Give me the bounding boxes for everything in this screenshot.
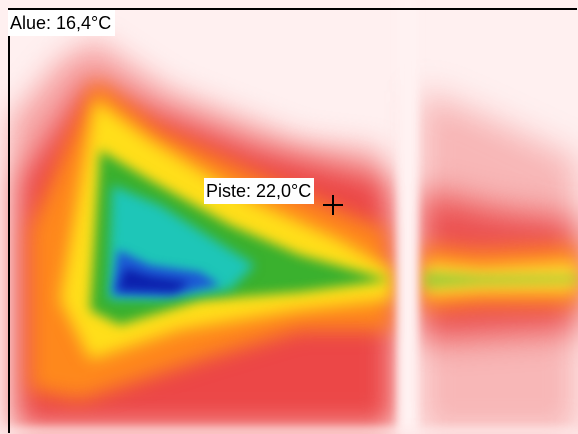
spot-measurement-label: Piste: 22,0°C: [204, 178, 315, 204]
crosshair-vertical-line: [332, 195, 334, 215]
area-measurement-label: Alue: 16,4°C: [8, 10, 116, 36]
spot-crosshair-icon[interactable]: [323, 195, 343, 215]
